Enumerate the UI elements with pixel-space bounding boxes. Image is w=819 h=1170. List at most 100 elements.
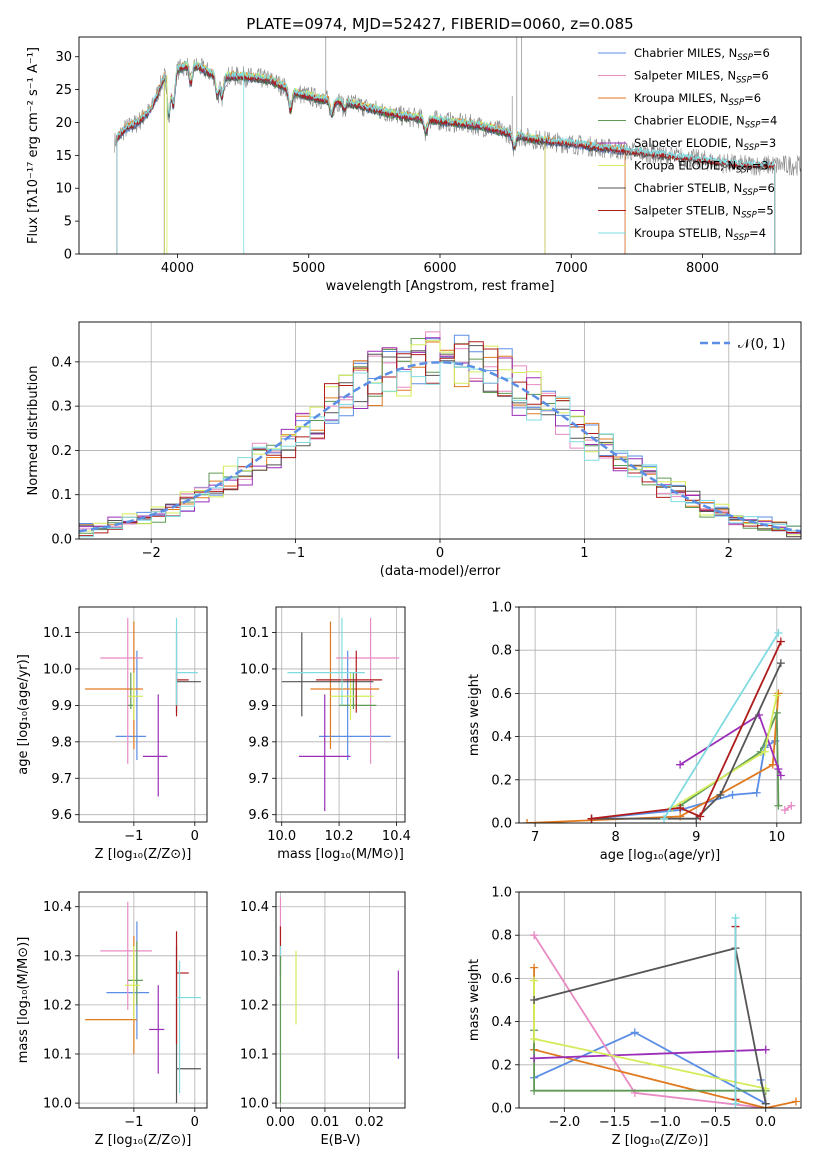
plot-area	[279, 896, 399, 1104]
weight-marker-salpeter_miles	[780, 806, 789, 815]
panel-weight_vs_age: 7 8 9 10 0.0 0.2 0.4 0.6 0.8 1.0 age [log₁₀(age/yr…	[467, 601, 802, 863]
x-axis-label: wavelength [Angstrom, rest frame]	[326, 279, 555, 294]
legend-label-salpeter_miles: Salpeter MILES, NSSP=6	[634, 69, 769, 86]
x-tick-label: 8000	[686, 261, 719, 276]
gridlines	[276, 607, 405, 822]
y-axis-label: mass weight	[467, 674, 482, 756]
y-tick-label: 10.0	[240, 662, 269, 677]
y-tick-label: 10.1	[240, 1048, 269, 1063]
weight-series-salpeter_elodie	[534, 1048, 766, 1060]
y-tick-label: 0	[64, 248, 72, 263]
panel-weight_vs_Z: −2.0 −1.5 −1.0 −0.5 0.0 0.0 0.2 0.4 0.6 0.8 1.0 Z […	[467, 886, 802, 1148]
weight-series-salpeter_elodie	[679, 713, 782, 776]
x-tick-label: −1.0	[649, 1115, 681, 1130]
y-tick-label: 10.3	[240, 949, 269, 964]
x-tick-label: 7	[531, 830, 539, 845]
weight-marker-chabrier_elodie	[774, 801, 783, 810]
y-tick-label: 10.3	[43, 949, 72, 964]
y-tick-label: 10.2	[240, 998, 269, 1013]
x-axis-label: E(B-V)	[320, 1133, 360, 1148]
y-tick-label: 15	[55, 149, 72, 164]
x-tick-label: −2.0	[549, 1115, 581, 1130]
weight-marker-salpeter_elodie	[774, 765, 783, 773]
x-tick-label: 0.00	[266, 1115, 295, 1130]
axes-frame	[275, 891, 406, 1109]
x-axis-label: mass [log₁₀(M/M⊙)]	[277, 847, 404, 862]
y-tick-label: 0.4	[491, 730, 512, 745]
x-tick-label: 10.0	[267, 829, 296, 844]
y-tick-label: 20	[55, 116, 72, 131]
y-axis-label: mass weight	[467, 959, 482, 1041]
y-axis-label: age [log₁₀(age/yr)]	[16, 654, 31, 775]
legend-label-kroupa_stelib: Kroupa STELIB, NSSP=4	[634, 226, 766, 243]
y-tick-label: 10.4	[43, 900, 72, 915]
y-tick-label: 9.6	[248, 808, 269, 823]
y-tick-label: 0.8	[491, 929, 512, 944]
plot-area	[281, 617, 400, 812]
weight-marker-salpeter_elodie	[530, 1054, 539, 1063]
x-tick-label: 4000	[161, 261, 194, 276]
y-tick-label: 0.2	[491, 1058, 512, 1073]
x-tick-label: 10.4	[382, 829, 411, 844]
y-tick-label: 0.4	[51, 355, 72, 370]
x-tick-label: −1	[286, 546, 305, 561]
x-axis-label: Z [log₁₀(Z/Z⊙)]	[95, 847, 192, 862]
weight-marker-kroupa_miles	[791, 1097, 800, 1106]
weight-marker-chabrier_stelib	[776, 659, 785, 668]
x-axis-label: (data-model)/error	[380, 564, 501, 579]
axes-frame	[518, 891, 802, 1109]
x-tick-label: −0.5	[700, 1115, 732, 1130]
y-tick-label: 0.0	[491, 1102, 512, 1117]
panel-spectrum: 4000 5000 6000 7000 8000 0 5 10 15 20 25 30 waveleng…	[26, 36, 802, 294]
residual-histogram-kroupa_elodie	[79, 340, 801, 536]
y-tick-label: 9.8	[51, 735, 72, 750]
spectrum-legend: Chabrier MILES, NSSP=6 Salpeter MILES, NS…	[598, 46, 777, 243]
legend-label-salpeter_stelib: Salpeter STELIB, NSSP=5	[634, 204, 774, 221]
x-tick-label: −1.5	[599, 1115, 631, 1130]
y-axis-label: Normed distribution	[26, 366, 41, 496]
plot-layer: 4000 5000 6000 7000 8000051015202530waveleng…	[16, 36, 802, 1148]
legend-label-chabrier_stelib: Chabrier STELIB, NSSP=6	[634, 181, 775, 198]
y-tick-label: 10.0	[240, 1097, 269, 1112]
x-tick-label: 0.02	[355, 1115, 384, 1130]
weight-marker-kroupa_elodie	[530, 976, 539, 985]
x-tick-label: −1	[124, 829, 143, 844]
y-axis-label: Flux [fλ10⁻¹⁷ erg cm⁻² s⁻¹ A⁻¹]	[26, 47, 41, 244]
weight-marker-salpeter_elodie	[776, 771, 785, 780]
y-tick-label: 5	[64, 215, 72, 230]
axes-frame	[78, 891, 208, 1109]
y-tick-label: 1.0	[491, 601, 512, 616]
plot-area	[114, 37, 801, 254]
legend-label-chabrier_elodie: Chabrier ELODIE, NSSP=4	[634, 114, 777, 131]
y-tick-label: 10.1	[43, 1048, 72, 1063]
x-tick-label: 0	[191, 829, 199, 844]
x-tick-label: 10.2	[325, 829, 354, 844]
weight-series-kroupa_miles	[527, 693, 780, 823]
panel-residuals: −2 −1 0 1 2 0.0 0.1 0.2 0.3 0.4 (data-model)/error…	[26, 321, 802, 579]
x-tick-label: 8	[612, 830, 620, 845]
weight-marker-kroupa_miles	[530, 963, 539, 972]
weight-marker-chabrier_elodie	[530, 1086, 539, 1095]
x-tick-label: 0	[436, 546, 444, 561]
plot-area	[530, 913, 800, 1108]
weight-marker-salpeter_stelib	[587, 814, 596, 823]
weight-marker-kroupa_elodie	[530, 1034, 539, 1043]
weight-marker-chabrier_miles	[752, 788, 761, 797]
weight-series-salpeter_stelib	[591, 641, 782, 820]
panel-age_vs_mass: 10.0 10.2 10.4 9.6 9.7 9.8 9.9 10.0 10.1 mass [lo…	[240, 606, 411, 862]
plot-area	[85, 617, 201, 797]
figure-title: PLATE=0974, MJD=52427, FIBERID=0060, z=0…	[246, 15, 633, 33]
weight-marker-kroupa_stelib	[731, 1099, 740, 1108]
weight-marker-chabrier_miles	[630, 1028, 639, 1037]
x-axis-label: Z [log₁₀(Z/Z⊙)]	[612, 1133, 709, 1148]
y-tick-label: 10.1	[240, 626, 269, 641]
y-tick-label: 0.0	[51, 533, 72, 548]
y-tick-label: 0.0	[491, 817, 512, 832]
weight-marker-chabrier_stelib	[716, 790, 725, 799]
weight-marker-chabrier_stelib	[761, 1099, 770, 1108]
weight-marker-salpeter_stelib	[676, 803, 685, 812]
x-tick-label: 0	[191, 1115, 199, 1130]
weight-marker-salpeter_miles	[787, 801, 796, 810]
x-tick-label: 0.01	[310, 1115, 339, 1130]
y-tick-label: 9.7	[51, 772, 72, 787]
